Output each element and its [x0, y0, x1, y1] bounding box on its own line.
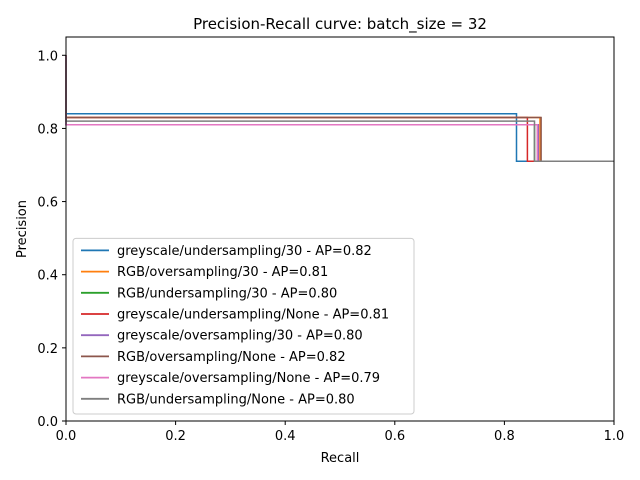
legend-label: RGB/undersampling/None - AP=0.80	[117, 392, 355, 407]
y-tick-label: 0.8	[37, 122, 58, 137]
series-line-3	[65, 55, 614, 163]
series-line-6	[65, 55, 614, 163]
x-tick-label: 0.0	[56, 429, 77, 444]
x-tick-label: 0.4	[275, 429, 296, 444]
series-layer	[65, 55, 614, 163]
x-axis-label: Recall	[321, 451, 360, 466]
series-line-7	[65, 55, 614, 163]
y-tick-label: 0.2	[37, 342, 58, 357]
chart-title: Precision-Recall curve: batch_size = 32	[193, 15, 487, 34]
series-line-2	[65, 55, 614, 163]
legend-label: greyscale/undersampling/30 - AP=0.82	[117, 244, 372, 259]
ticks-layer: 0.0 0.2 0.4 0.6 0.8 1.0 0.0 0.2 0.4 0.6 0.8 1.0	[37, 49, 624, 444]
y-tick-label: 0.6	[37, 196, 58, 211]
x-tick-label: 0.8	[494, 429, 515, 444]
legend-label: greyscale/oversampling/30 - AP=0.80	[117, 329, 363, 344]
legend-label: RGB/oversampling/None - AP=0.82	[117, 350, 346, 365]
legend-box	[72, 237, 415, 415]
series-line-1	[65, 55, 614, 163]
plot-frame	[65, 36, 615, 422]
x-tick-label: 1.0	[604, 429, 625, 444]
legend-label: greyscale/undersampling/None - AP=0.81	[117, 308, 389, 323]
legend-label: greyscale/oversampling/None - AP=0.79	[117, 371, 380, 386]
x-tick-label: 0.6	[384, 429, 405, 444]
y-tick-label: 1.0	[37, 49, 58, 64]
legend: greyscale/undersampling/30 - AP=0.82 RGB/…	[72, 237, 415, 415]
y-tick-label: 0.0	[37, 415, 58, 430]
series-line-8	[65, 55, 614, 163]
y-axis-label: Precision	[15, 200, 30, 258]
x-tick-label: 0.2	[165, 429, 186, 444]
series-line-5	[65, 55, 614, 163]
legend-label: RGB/oversampling/30 - AP=0.81	[117, 265, 328, 280]
series-line-4	[65, 55, 614, 163]
y-tick-label: 0.4	[37, 269, 58, 284]
legend-label: RGB/undersampling/30 - AP=0.80	[117, 286, 337, 301]
